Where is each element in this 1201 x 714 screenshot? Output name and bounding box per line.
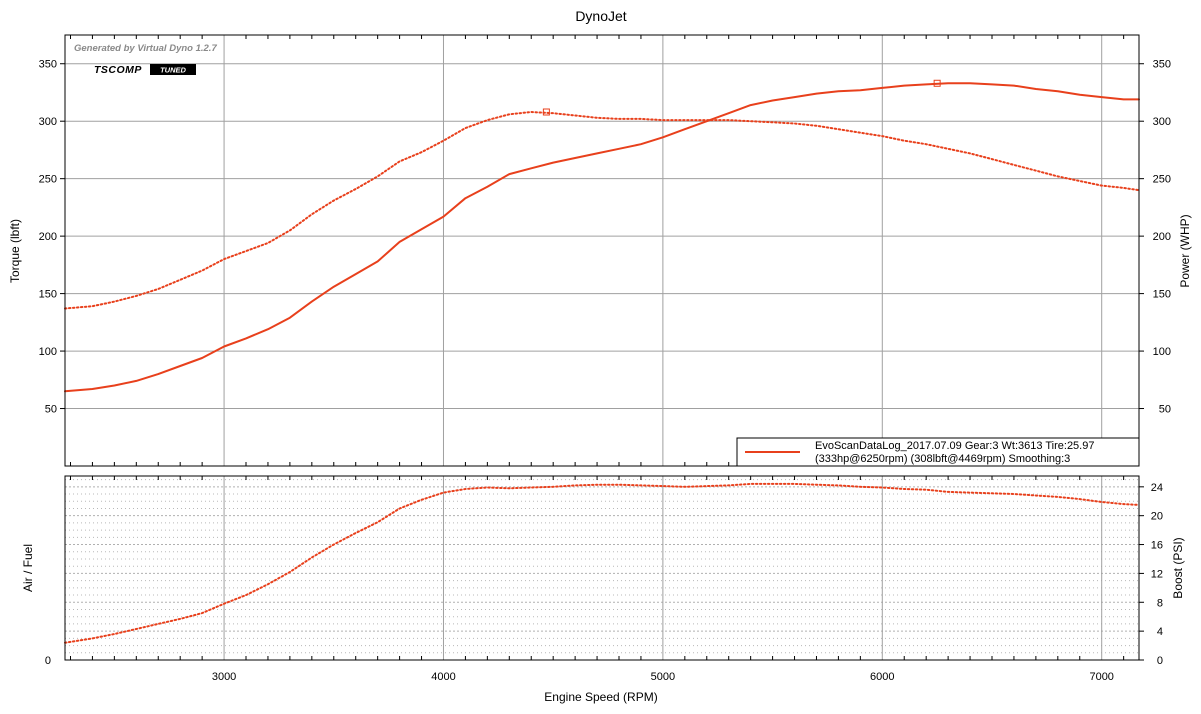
torque-tick-label: 350 [39, 59, 57, 71]
x-tick-label: 4000 [431, 671, 455, 683]
power-line [64, 82, 1140, 393]
logo-main-text: TSCOMP [94, 64, 142, 76]
top-series [64, 79, 1140, 393]
torque-axis-label: Torque (lbft) [8, 219, 22, 283]
bottom-ticks: 0 4 8 12 16 20 24 0 [45, 476, 1163, 667]
legend-box [736, 437, 1140, 467]
torque-tick-label: 150 [39, 289, 57, 301]
watermark-text: Generated by Virtual Dyno 1.2.7 [74, 43, 217, 54]
power-tick-label: 350 [1153, 59, 1171, 71]
bottom-grid [65, 476, 1139, 660]
peak-marker [933, 79, 941, 87]
power-torque-panel: 50 50 100 100 150 150 200 200 250 250 300 300 350 350… [8, 34, 1192, 467]
bottom-panel-frame [64, 475, 1140, 661]
logo-badge [150, 64, 196, 75]
boost-tick-label: 8 [1157, 597, 1163, 609]
x-axis-label: Engine Speed (RPM) [544, 690, 657, 704]
x-tick-label: 3000 [212, 671, 236, 683]
boost-tick-label: 12 [1151, 568, 1163, 580]
legend-entry-line1: EvoScanDataLog_2017.07.09 Gear:3 Wt:3613… [815, 440, 1094, 452]
boost-afr-panel: 0 4 8 12 16 20 24 0 Air / Fuel Boost (PSI) [21, 475, 1185, 667]
boost-tick-label: 24 [1151, 482, 1163, 494]
x-tick-label: 5000 [651, 671, 675, 683]
boost-axis-label: Boost (PSI) [1171, 537, 1185, 598]
power-tick-label: 100 [1153, 346, 1171, 358]
x-tick-label: 7000 [1089, 671, 1113, 683]
air-fuel-tick-label: 0 [45, 655, 51, 667]
boost-tick-label: 0 [1157, 655, 1163, 667]
peak-marker [542, 108, 550, 116]
tscomp-logo: TSCOMP TUNED [94, 64, 196, 76]
top-panel-frame [64, 34, 1140, 467]
power-tick-label: 150 [1153, 289, 1171, 301]
x-axis-ticks: 3000 4000 5000 6000 7000 [212, 671, 1114, 683]
torque-tick-label: 50 [45, 404, 57, 416]
boost-tick-label: 20 [1151, 511, 1163, 523]
power-axis-label: Power (WHP) [1178, 214, 1192, 287]
chart-title: DynoJet [575, 8, 626, 24]
air-fuel-axis-label: Air / Fuel [21, 544, 35, 592]
bottom-series [64, 482, 1140, 644]
top-ticks: 50 50 100 100 150 150 200 200 250 250 300 300 350 350 [39, 35, 1171, 466]
power-tick-label: 300 [1153, 116, 1171, 128]
torque-tick-label: 100 [39, 346, 57, 358]
logo-badge-text: TUNED [160, 66, 186, 75]
top-grid [65, 35, 1139, 466]
torque-tick-label: 200 [39, 231, 57, 243]
torque-line [64, 111, 1140, 310]
boost-tick-label: 4 [1157, 626, 1163, 638]
torque-tick-label: 250 [39, 174, 57, 186]
boost-tick-label: 16 [1151, 540, 1163, 552]
power-tick-label: 50 [1159, 404, 1171, 416]
x-tick-label: 6000 [870, 671, 894, 683]
power-tick-label: 250 [1153, 174, 1171, 186]
legend-entry-line2: (333hp@6250rpm) (308lbft@4469rpm) Smooth… [815, 453, 1070, 465]
power-tick-label: 200 [1153, 231, 1171, 243]
legend: EvoScanDataLog_2017.07.09 Gear:3 Wt:3613… [736, 437, 1140, 467]
torque-tick-label: 300 [39, 116, 57, 128]
boost-line [64, 482, 1140, 644]
